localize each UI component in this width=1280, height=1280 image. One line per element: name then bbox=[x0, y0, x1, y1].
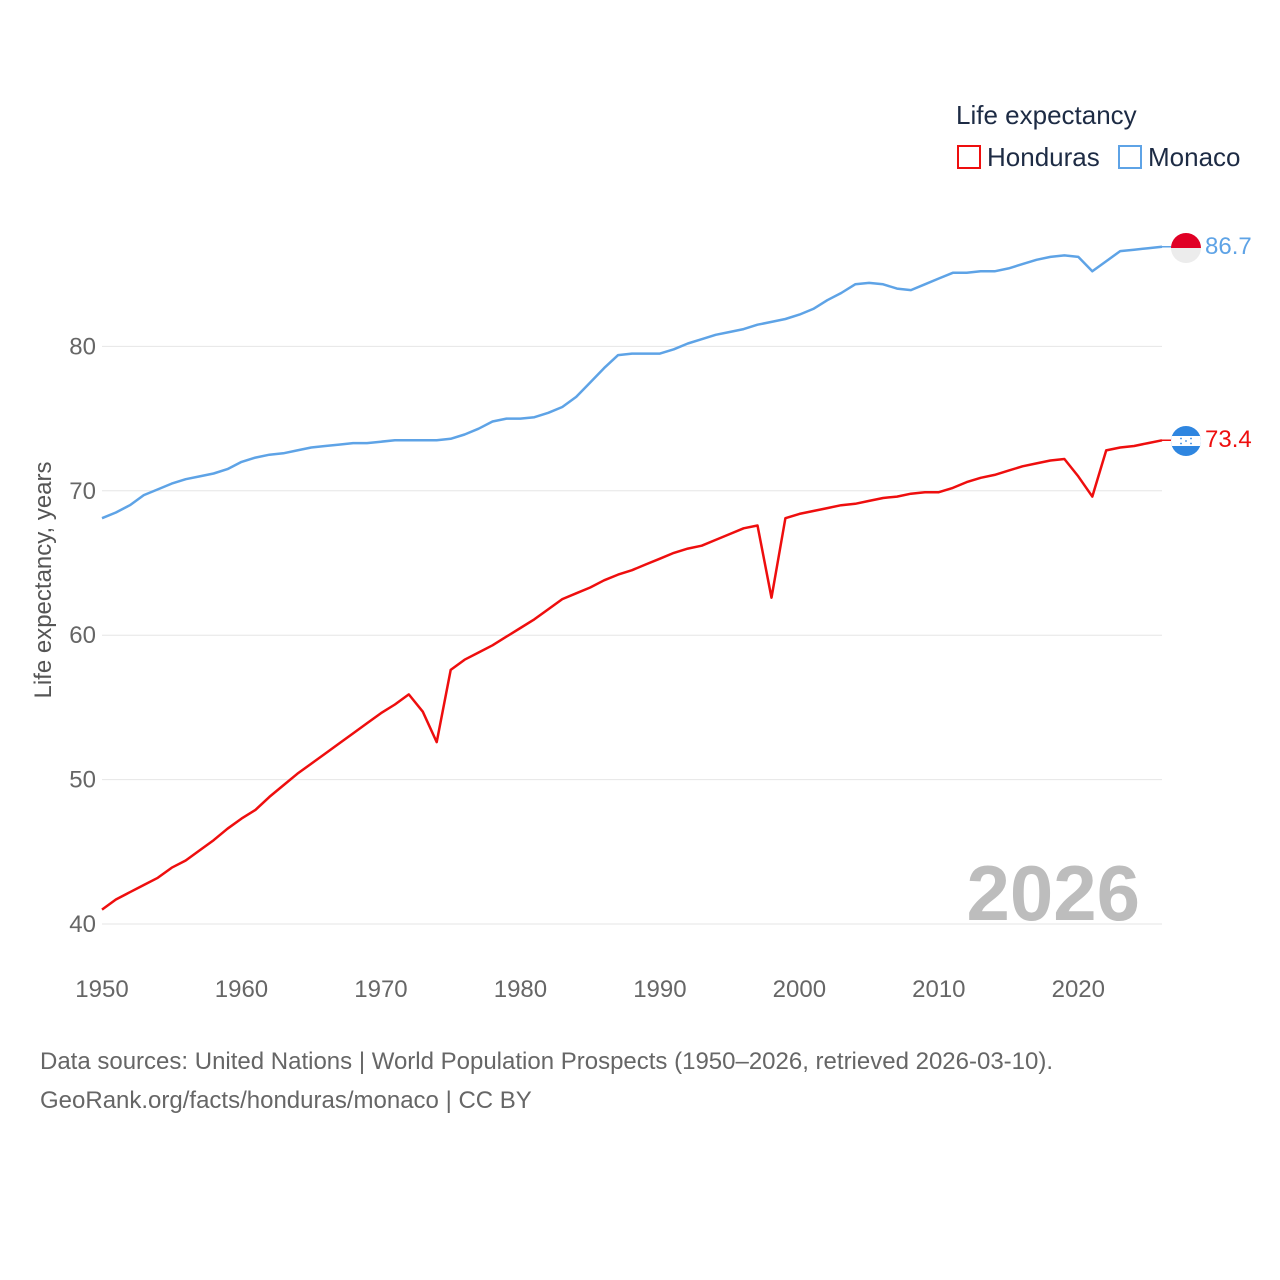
y-tick-label: 60 bbox=[69, 622, 96, 649]
x-tick-label: 1960 bbox=[215, 976, 268, 1003]
x-axis: 1950 1960 1970 1980 1990 2000 2010 2020 bbox=[75, 976, 1105, 1003]
legend-swatch-honduras bbox=[957, 145, 981, 169]
source-url[interactable]: GeoRank.org/facts/honduras/monaco | CC B… bbox=[40, 1087, 532, 1114]
end-value-monaco: 86.7 bbox=[1205, 233, 1252, 260]
monaco-flag-icon bbox=[1171, 233, 1201, 263]
data-source-note: Data sources: United Nations | World Pop… bbox=[40, 1048, 1054, 1075]
y-tick-label: 70 bbox=[69, 478, 96, 505]
gridlines bbox=[102, 345, 1162, 925]
x-tick-label: 1980 bbox=[494, 976, 547, 1003]
legend-item-honduras[interactable]: Honduras bbox=[957, 142, 1100, 172]
legend-label-honduras: Honduras bbox=[987, 142, 1100, 172]
legend-swatch-monaco bbox=[1118, 145, 1142, 169]
y-tick-label: 80 bbox=[69, 333, 96, 360]
legend-item-monaco[interactable]: Monaco bbox=[1118, 142, 1241, 172]
series-line-monaco[interactable] bbox=[101, 245, 1163, 520]
x-tick-label: 1990 bbox=[633, 976, 686, 1003]
honduras-flag-icon bbox=[1171, 426, 1201, 456]
series-line-honduras[interactable] bbox=[101, 439, 1163, 911]
x-tick-label: 2020 bbox=[1052, 976, 1105, 1003]
x-tick-label: 2010 bbox=[912, 976, 965, 1003]
x-tick-label: 2000 bbox=[773, 976, 826, 1003]
y-tick-label: 40 bbox=[69, 911, 96, 938]
y-axis: 40 50 60 70 80 bbox=[69, 333, 96, 938]
x-tick-label: 1970 bbox=[354, 976, 407, 1003]
current-year-watermark: 2026 bbox=[966, 849, 1140, 937]
end-value-honduras: 73.4 bbox=[1205, 426, 1252, 453]
y-axis-title: Life expectancy, years bbox=[30, 461, 57, 698]
legend-label-monaco: Monaco bbox=[1148, 142, 1241, 172]
legend-title: Life expectancy bbox=[956, 100, 1137, 130]
x-tick-label: 1950 bbox=[75, 976, 128, 1003]
y-tick-label: 50 bbox=[69, 767, 96, 794]
